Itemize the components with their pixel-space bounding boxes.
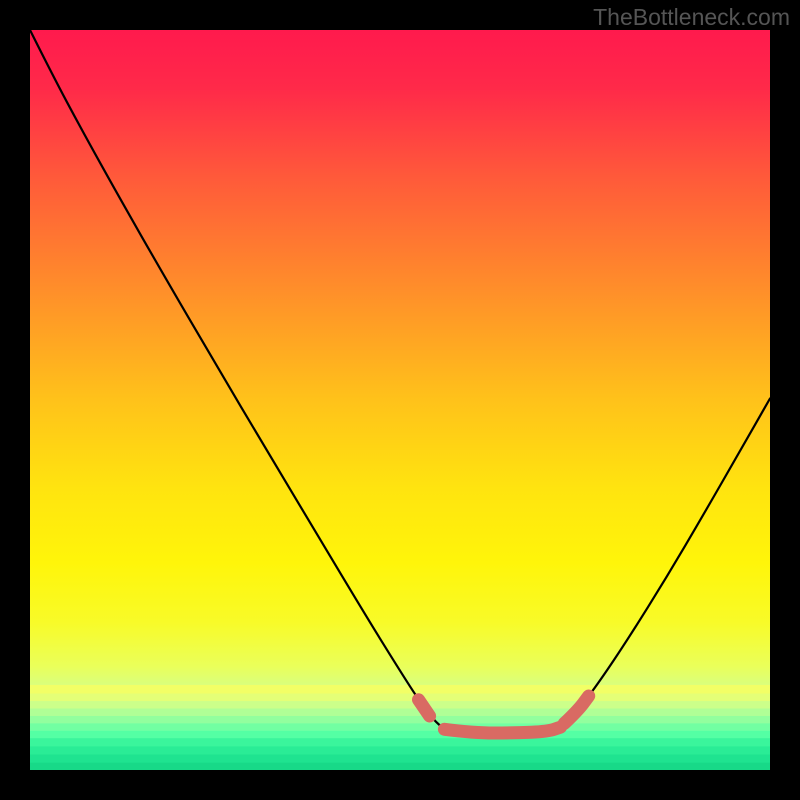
green-band-stripe [30, 738, 770, 746]
green-band-stripe [30, 746, 770, 754]
green-band-stripe [30, 709, 770, 716]
bottleneck-chart [0, 0, 800, 800]
green-band-stripe [30, 685, 770, 694]
optimal-range-highlight [444, 727, 560, 733]
green-band-stripe [30, 731, 770, 738]
green-band-stripe [30, 694, 770, 701]
optimal-range-highlight [419, 700, 430, 716]
green-band-stripe [30, 763, 770, 770]
green-band-stripe [30, 723, 770, 730]
watermark-text: TheBottleneck.com [593, 4, 790, 31]
plot-background [30, 30, 770, 770]
green-band-stripe [30, 754, 770, 762]
green-band-stripe [30, 701, 770, 708]
green-band-stripe [30, 716, 770, 723]
